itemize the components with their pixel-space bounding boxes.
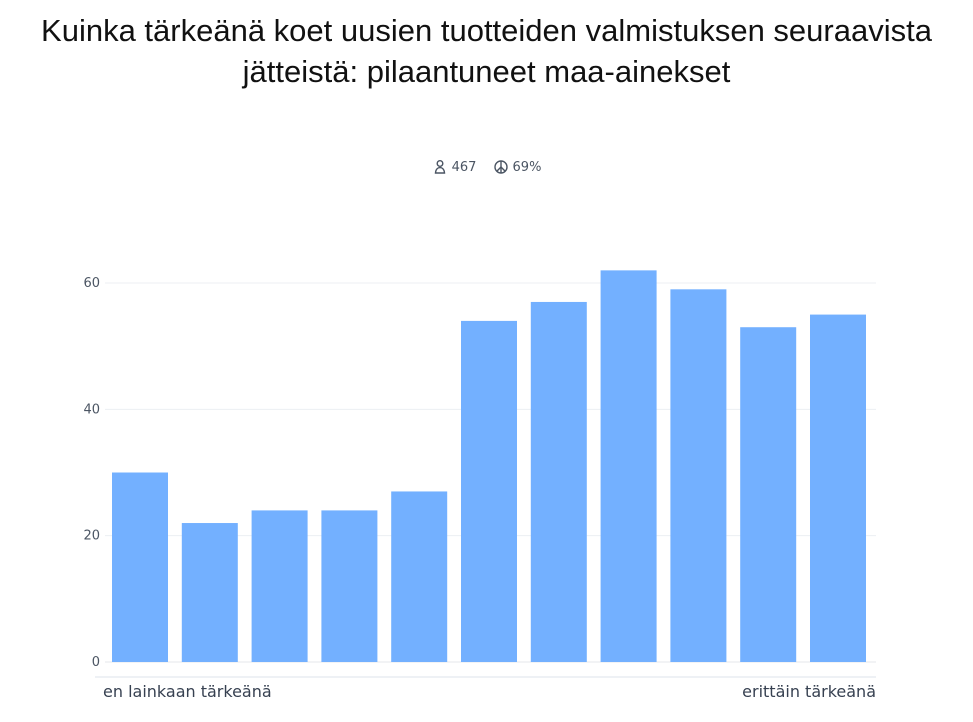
bar-7[interactable]	[530, 301, 587, 662]
chart-title-line-1: Kuinka tärkeänä koet uusien tuotteiden v…	[41, 13, 932, 48]
y-tick-label: 40	[83, 402, 100, 417]
x-axis-right-label: erittäin tärkeänä	[742, 682, 876, 701]
chart-meta: 467 69%	[0, 159, 973, 175]
bar-6[interactable]	[461, 320, 517, 662]
bar-11[interactable]	[810, 314, 866, 662]
bar-5[interactable]	[391, 491, 448, 662]
bar-10[interactable]	[740, 327, 797, 662]
bar-4[interactable]	[321, 510, 378, 662]
peace-icon	[493, 160, 508, 174]
bar-8[interactable]	[600, 270, 657, 662]
y-tick-label: 0	[92, 655, 100, 670]
person-icon	[434, 160, 445, 174]
respondent-count: 467	[451, 159, 477, 175]
chart-title: Kuinka tärkeänä koet uusien tuotteiden v…	[0, 10, 973, 92]
chart-title-line-2: jätteistä: pilaantuneet maa-ainekset	[242, 54, 731, 89]
x-axis-left-label: en lainkaan tärkeänä	[103, 682, 272, 701]
respondents-meta: 467	[432, 159, 477, 175]
bar-3[interactable]	[251, 510, 308, 662]
percentage-value: 69%	[512, 159, 542, 175]
bar-1[interactable]	[112, 472, 168, 663]
percentage-meta: 69%	[493, 159, 542, 175]
bar-9[interactable]	[670, 289, 727, 662]
y-tick-label: 20	[83, 529, 100, 544]
y-tick-label: 60	[83, 276, 100, 291]
bar-2[interactable]	[181, 523, 238, 662]
